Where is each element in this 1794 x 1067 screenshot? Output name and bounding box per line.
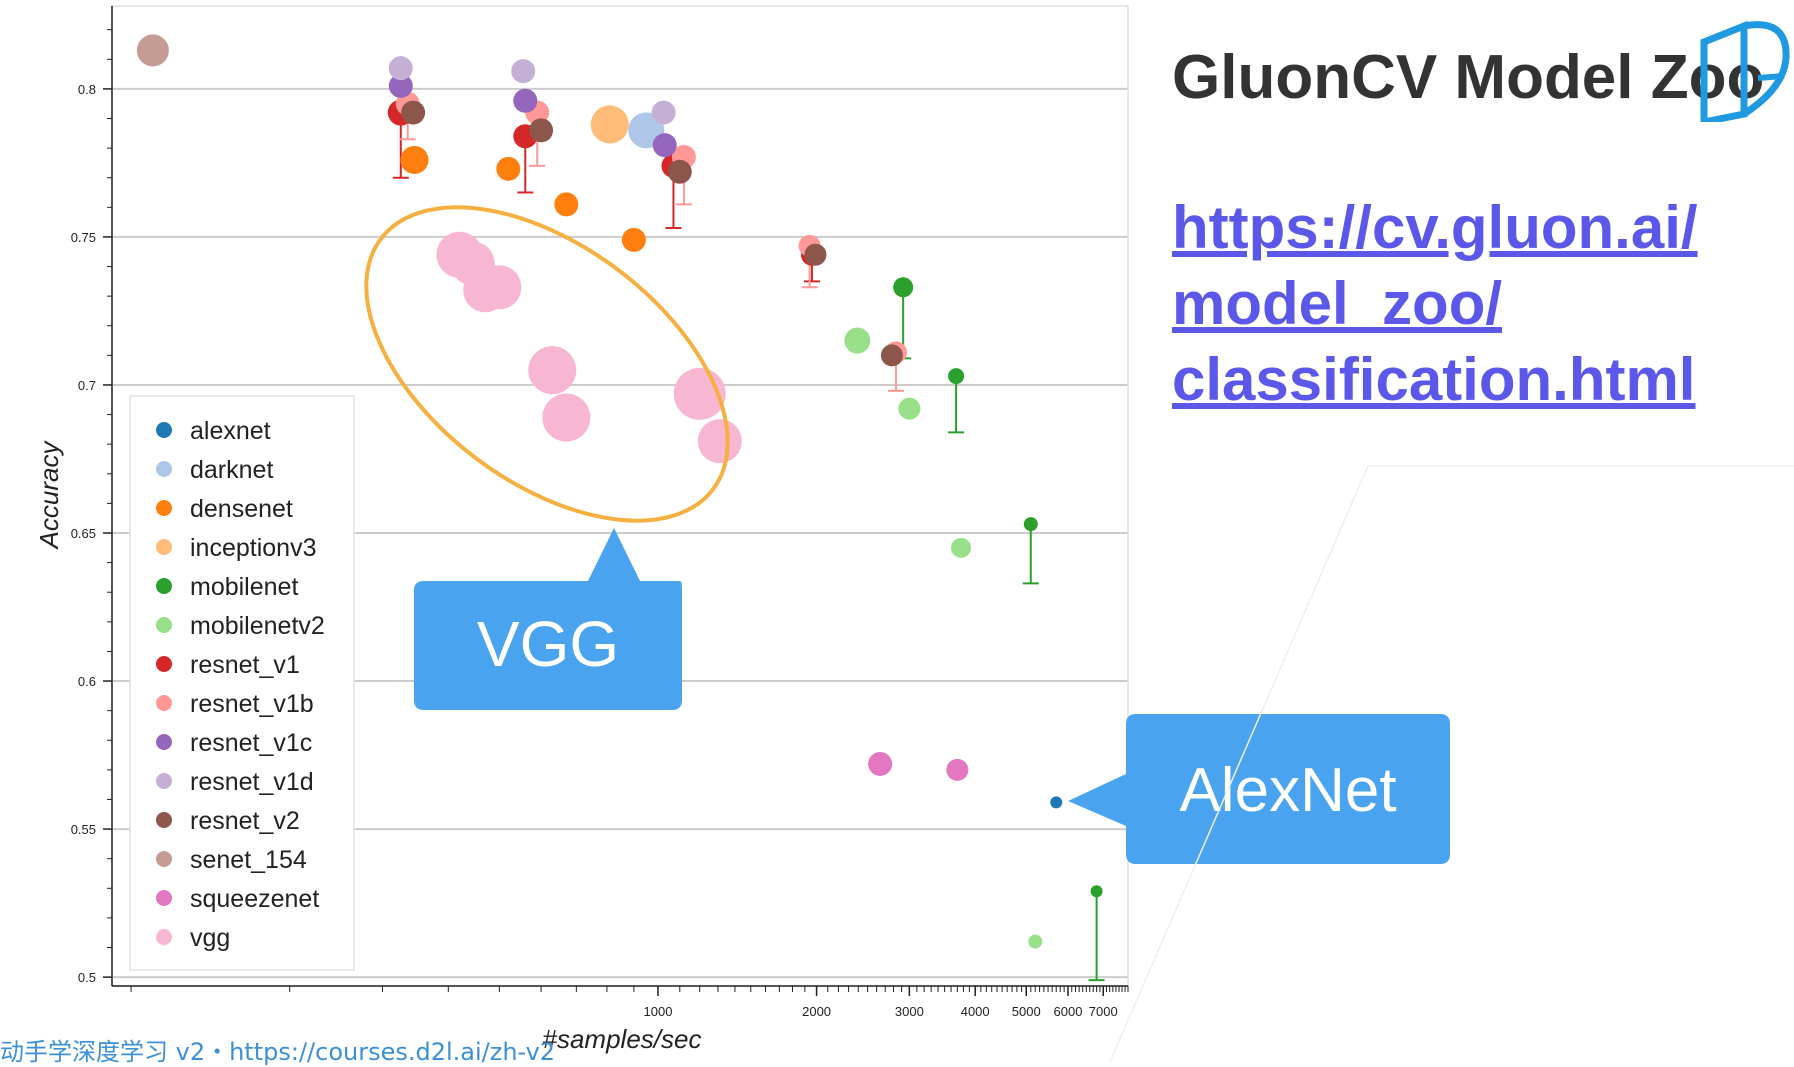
- y-tick-label: 0.6: [78, 674, 96, 689]
- alexnet-callout-label: AlexNet: [1179, 756, 1396, 825]
- x-tick-label: 6000: [1054, 1004, 1083, 1019]
- point-inceptionv3: [590, 105, 629, 144]
- link-line-1[interactable]: https://cv.gluon.ai/: [1172, 194, 1698, 261]
- y-tick-label: 0.55: [71, 822, 96, 837]
- point-mobilenet: [893, 277, 914, 298]
- point-resnet_v2: [804, 243, 827, 266]
- point-densenet: [400, 145, 429, 174]
- legend-swatch: [156, 695, 172, 711]
- error-bars: [392, 103, 1105, 982]
- legend-label: alexnet: [190, 417, 271, 445]
- point-vgg: [542, 393, 591, 442]
- point-resnet_v2: [529, 118, 554, 143]
- point-resnet_v1c: [513, 88, 538, 113]
- decorative-lines: [1109, 465, 1794, 1062]
- vgg-callout-label: VGG: [477, 608, 619, 680]
- point-alexnet: [1050, 796, 1063, 809]
- point-mobilenet: [1023, 517, 1038, 532]
- legend-swatch: [156, 500, 172, 516]
- legend-swatch: [156, 773, 172, 789]
- link-line-3[interactable]: classification.html: [1172, 346, 1696, 413]
- x-tick-label: 7000: [1089, 1004, 1118, 1019]
- legend-label: inceptionv3: [190, 534, 316, 562]
- point-resnet_v2: [401, 100, 426, 125]
- legend-label: resnet_v1c: [190, 729, 312, 757]
- link-line-2[interactable]: model_zoo/: [1172, 270, 1503, 337]
- x-tick-label: 2000: [802, 1004, 831, 1019]
- page-title: GluonCV Model Zoo: [1172, 43, 1765, 112]
- point-squeezenet: [946, 758, 969, 781]
- legend-label: resnet_v1d: [190, 768, 314, 796]
- legend: alexnet darknet densenet inceptionv3 mobilen…: [129, 395, 355, 971]
- point-senet_154: [136, 34, 169, 67]
- legend-swatch: [156, 422, 172, 438]
- legend-swatch: [156, 890, 172, 906]
- legend-label: resnet_v1: [190, 651, 300, 679]
- axis-ticks: 0.5 0.55 0.6 0.65 0.7 0.75 0.8 1000 2000 3000 4000…: [71, 29, 1129, 1019]
- point-resnet_v1c: [652, 133, 677, 158]
- y-tick-label: 0.75: [71, 230, 96, 245]
- legend-box: [129, 395, 355, 971]
- point-vgg: [528, 346, 577, 395]
- x-axis-label: #samples/sec: [543, 1024, 702, 1054]
- point-mobilenetv2: [898, 397, 921, 420]
- point-resnet_v1d: [388, 56, 413, 81]
- point-squeezenet: [868, 751, 893, 776]
- point-vgg: [477, 265, 522, 310]
- x-tick-label: 1000: [644, 1004, 673, 1019]
- vgg-highlight-ellipse: [364, 205, 730, 523]
- x-tick-label: 3000: [895, 1004, 924, 1019]
- legend-label: mobilenetv2: [190, 612, 325, 640]
- legend-swatch: [156, 812, 172, 828]
- model-zoo-link[interactable]: https://cv.gluon.ai/ model_zoo/ classifi…: [1172, 190, 1698, 418]
- legend-swatch: [156, 578, 172, 594]
- x-tick-label: 4000: [961, 1004, 990, 1019]
- point-resnet_v1d: [511, 59, 536, 84]
- legend-label: vgg: [190, 924, 230, 952]
- point-resnet_v1c: [388, 73, 413, 98]
- point-mobilenet: [948, 368, 965, 385]
- point-resnet_v1d: [651, 100, 676, 125]
- legend-swatch: [156, 851, 172, 867]
- y-tick-label: 0.8: [78, 82, 96, 97]
- y-tick-label: 0.7: [78, 378, 96, 393]
- x-tick-label: 5000: [1012, 1004, 1041, 1019]
- point-densenet: [554, 192, 579, 217]
- point-resnet_v2: [667, 159, 692, 184]
- legend-label: resnet_v1b: [190, 690, 314, 718]
- legend-label: mobilenet: [190, 573, 298, 601]
- legend-label: senet_154: [190, 846, 307, 874]
- y-tick-label: 0.65: [71, 526, 96, 541]
- legend-label: resnet_v2: [190, 807, 300, 835]
- legend-swatch: [156, 734, 172, 750]
- y-tick-label: 0.5: [78, 970, 96, 985]
- point-densenet: [496, 156, 521, 181]
- legend-label: densenet: [190, 495, 293, 523]
- data-points: [136, 34, 1103, 949]
- point-vgg: [697, 419, 742, 464]
- legend-swatch: [156, 617, 172, 633]
- legend-swatch: [156, 539, 172, 555]
- legend-swatch: [156, 461, 172, 477]
- point-resnet_v2: [880, 344, 903, 367]
- legend-swatch: [156, 929, 172, 945]
- point-mobilenetv2: [951, 537, 972, 558]
- legend-swatch: [156, 656, 172, 672]
- point-mobilenetv2: [844, 327, 871, 354]
- d2l-book-icon: [1700, 18, 1792, 127]
- point-mobilenet: [1090, 885, 1103, 898]
- y-axis-label: Accuracy: [34, 440, 64, 551]
- point-mobilenetv2: [1028, 934, 1043, 949]
- footer-text: 动手学深度学习 v2・https://courses.d2l.ai/zh-v2: [0, 1038, 556, 1066]
- alexnet-callout: AlexNet: [1068, 714, 1450, 864]
- legend-label: darknet: [190, 456, 273, 484]
- vgg-callout: VGG: [414, 528, 682, 710]
- legend-label: squeezenet: [190, 885, 319, 913]
- point-densenet: [621, 227, 646, 252]
